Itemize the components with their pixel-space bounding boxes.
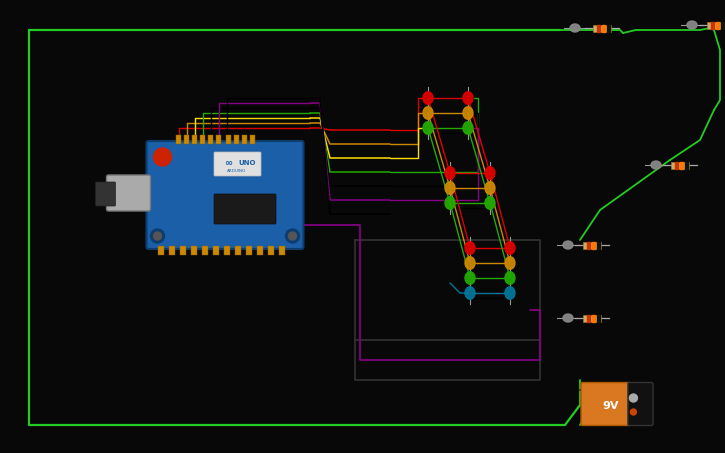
Bar [176, 135, 181, 144]
FancyBboxPatch shape [583, 242, 601, 249]
Bar [592, 315, 595, 322]
Bar [721, 22, 724, 29]
Bar [213, 246, 220, 255]
Ellipse shape [485, 197, 495, 209]
Bar [191, 246, 197, 255]
Ellipse shape [505, 242, 515, 254]
Bar [280, 246, 286, 255]
Bar [675, 162, 678, 169]
Bar [201, 135, 205, 144]
Bar [170, 246, 175, 255]
Ellipse shape [465, 242, 475, 254]
Bar [184, 135, 189, 144]
Bar [242, 135, 247, 144]
Ellipse shape [423, 122, 433, 134]
Text: ARDUINO: ARDUINO [228, 169, 247, 173]
Bar [587, 242, 590, 249]
Bar [234, 135, 239, 144]
Bar [716, 22, 719, 29]
Ellipse shape [505, 257, 515, 269]
Bar [251, 135, 255, 144]
Bar [597, 25, 600, 32]
Ellipse shape [485, 182, 495, 194]
FancyBboxPatch shape [671, 162, 689, 169]
Circle shape [629, 394, 637, 402]
FancyBboxPatch shape [96, 182, 115, 206]
Ellipse shape [485, 167, 495, 179]
FancyBboxPatch shape [214, 194, 276, 224]
Bar [607, 25, 610, 32]
Bar [226, 135, 231, 144]
Bar [225, 246, 231, 255]
Text: 9V: 9V [602, 401, 619, 411]
Bar [268, 246, 275, 255]
Ellipse shape [465, 287, 475, 299]
Ellipse shape [463, 122, 473, 134]
Ellipse shape [463, 107, 473, 119]
Bar [257, 246, 263, 255]
Ellipse shape [445, 197, 455, 209]
FancyBboxPatch shape [593, 25, 611, 32]
Bar [597, 242, 600, 249]
FancyBboxPatch shape [707, 22, 725, 29]
Ellipse shape [563, 241, 573, 249]
Bar [247, 246, 252, 255]
Circle shape [154, 148, 172, 166]
Bar [209, 135, 213, 144]
FancyBboxPatch shape [581, 382, 631, 425]
Ellipse shape [505, 272, 515, 284]
Ellipse shape [505, 287, 515, 299]
Circle shape [631, 409, 637, 415]
Bar [217, 135, 222, 144]
Bar [236, 246, 241, 255]
FancyBboxPatch shape [146, 141, 304, 249]
Bar [181, 246, 186, 255]
Circle shape [286, 229, 299, 243]
Ellipse shape [570, 24, 580, 32]
Ellipse shape [445, 182, 455, 194]
Ellipse shape [463, 92, 473, 104]
FancyBboxPatch shape [107, 175, 151, 211]
Bar [602, 25, 605, 32]
Ellipse shape [423, 107, 433, 119]
Text: UNO: UNO [239, 160, 256, 166]
FancyBboxPatch shape [583, 315, 601, 322]
Bar [202, 246, 209, 255]
Bar [597, 315, 600, 322]
Bar [587, 315, 590, 322]
Ellipse shape [465, 257, 475, 269]
Bar [159, 246, 165, 255]
Bar [711, 22, 714, 29]
Text: ∞: ∞ [224, 158, 232, 168]
Bar [592, 242, 595, 249]
Ellipse shape [465, 272, 475, 284]
Ellipse shape [423, 92, 433, 104]
Ellipse shape [651, 161, 661, 169]
Bar [685, 162, 688, 169]
Ellipse shape [563, 314, 573, 322]
Bar [193, 135, 197, 144]
FancyBboxPatch shape [214, 152, 261, 176]
FancyBboxPatch shape [628, 382, 653, 425]
Circle shape [151, 229, 165, 243]
Ellipse shape [445, 167, 455, 179]
Circle shape [289, 232, 297, 240]
Ellipse shape [687, 21, 697, 29]
Circle shape [154, 232, 162, 240]
Bar [680, 162, 683, 169]
